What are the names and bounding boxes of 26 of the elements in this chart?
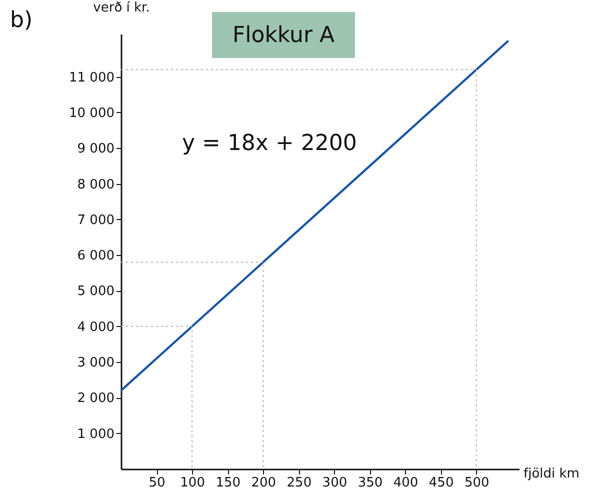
x-tick-label: 450	[428, 476, 454, 490]
x-tick-label: 400	[393, 476, 418, 490]
y-tick-label: 2 000	[77, 391, 114, 406]
text: b)	[10, 8, 33, 33]
x-tick-label: 350	[358, 476, 383, 490]
y-tick-label: 7 000	[77, 212, 114, 228]
y-tick-label: 6 000	[77, 248, 114, 264]
x-tick-label: 150	[216, 476, 241, 490]
x-tick-label: 500	[464, 476, 490, 490]
y-tick-label: 3 000	[77, 356, 114, 371]
annotation: y = 18x + 2200	[182, 131, 357, 156]
x-tick-label: 50	[148, 476, 166, 490]
y-tick-label: 1 000	[77, 426, 114, 442]
x-tick-label: 200	[251, 476, 276, 490]
y-tick-label: 8 000	[77, 177, 114, 192]
y-tick-label: 5 000	[77, 284, 114, 300]
chart-title: Flokkur A	[212, 12, 355, 58]
y-tick-label: 9 000	[77, 142, 114, 157]
y-tick-label: 10 000	[69, 106, 114, 121]
y-axis-title: verð í kr.	[93, 0, 150, 16]
x-tick-label: 250	[286, 476, 312, 490]
x-axis-title: fjöldi km	[524, 466, 580, 482]
y-tick-label: 11 000	[69, 70, 114, 86]
x-tick-label: 100	[180, 476, 205, 490]
x-tick-label: 300	[322, 476, 348, 490]
y-tick-label: 4 000	[77, 320, 114, 335]
